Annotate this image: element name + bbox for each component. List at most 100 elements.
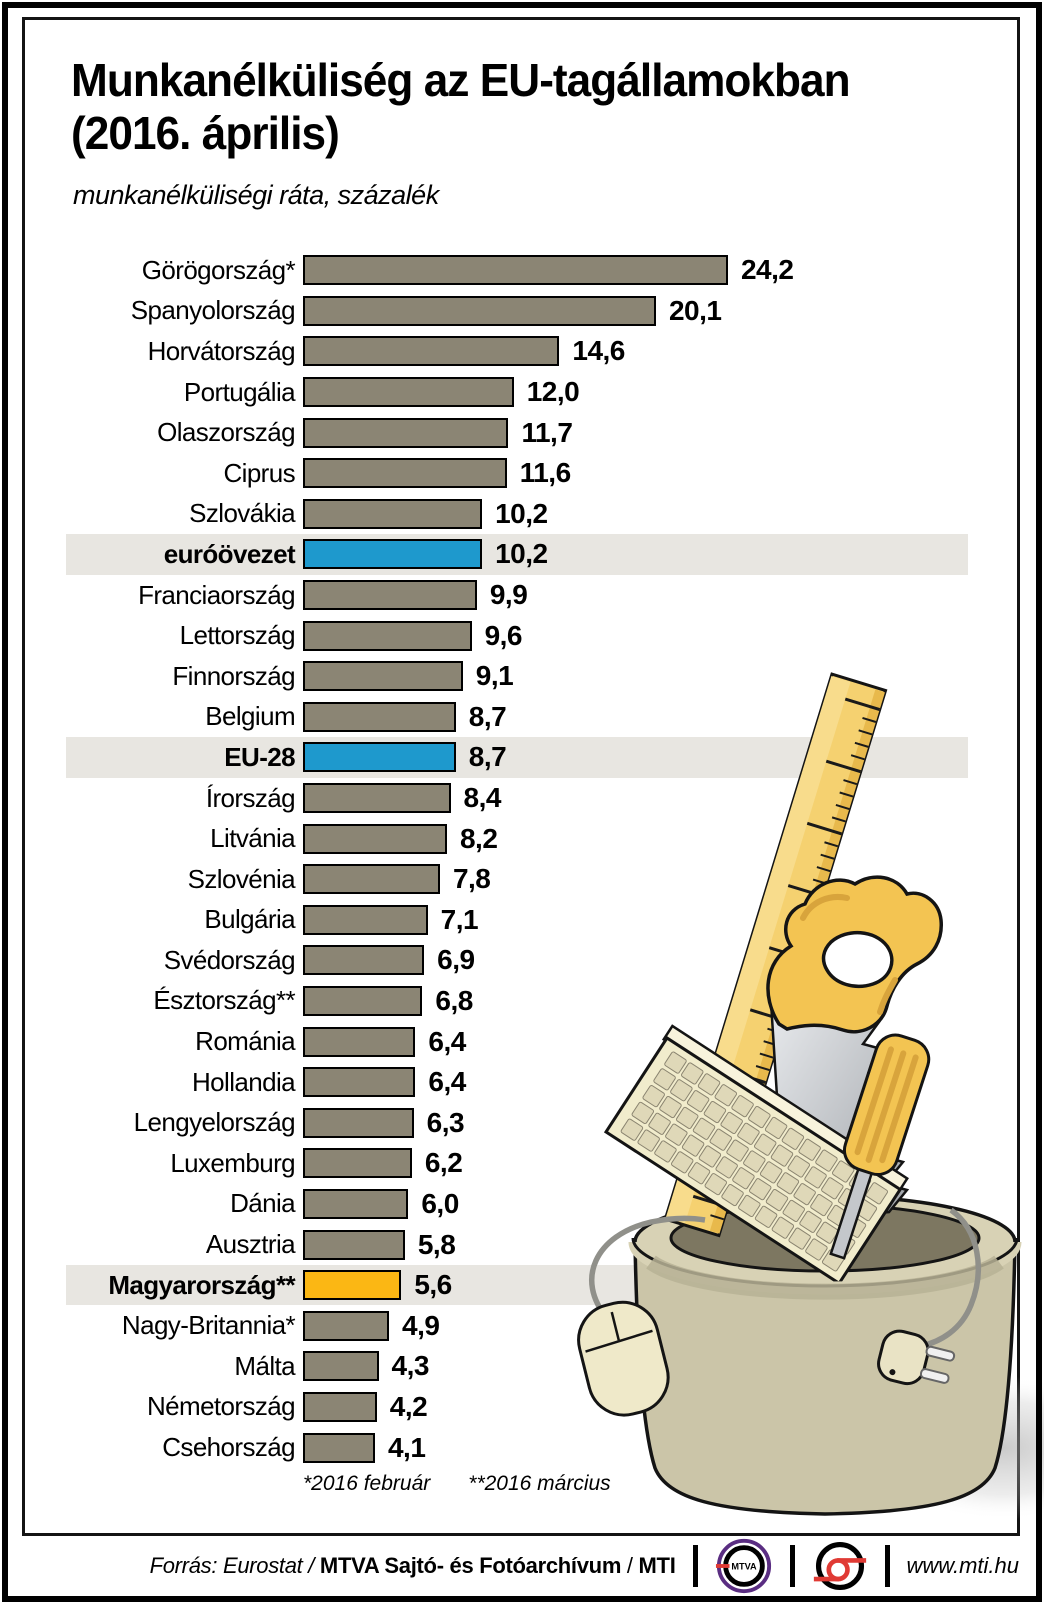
chart-row: Ausztria 5,8 — [25, 1224, 1017, 1265]
country-label: Magyarország** — [108, 1269, 295, 1300]
chart-row: Portugália 12,0 — [25, 372, 1017, 413]
value-label: 24,2 — [740, 254, 794, 286]
chart-row: Spanyolország 20,1 — [25, 291, 1017, 332]
chart-row: Franciaország 9,9 — [25, 575, 1017, 616]
value-label: 6,8 — [435, 984, 473, 1016]
title-line-1: Munkanélküliség az EU-tagállamokban — [71, 54, 851, 106]
value-label: 6,4 — [428, 1066, 466, 1098]
country-label: Észtország** — [153, 985, 295, 1016]
value-label: 8,7 — [468, 741, 507, 773]
bar — [303, 1229, 405, 1260]
bar — [303, 1391, 377, 1422]
value-label: 10,2 — [495, 497, 548, 529]
country-label: Lengyelország — [133, 1107, 296, 1138]
chart-row: Nagy-Britannia* 4,9 — [25, 1305, 1017, 1346]
chart-rows: Görögország* 24,2 Spanyolország 20,1 Horváto… — [25, 250, 1017, 1468]
highlight-band — [66, 534, 968, 575]
mouse-icon — [577, 1215, 706, 1417]
value-label: 5,6 — [414, 1269, 452, 1301]
bar — [303, 1026, 416, 1057]
value-label: 4,3 — [391, 1350, 430, 1382]
bar — [303, 1067, 416, 1098]
chart-row: euróövezet 10,2 — [25, 534, 1017, 575]
bar — [303, 417, 509, 448]
chart-row: Csehország 4,1 — [25, 1427, 1017, 1468]
country-label: euróövezet — [163, 538, 296, 569]
footnote-march: **2016 március — [468, 1472, 611, 1495]
bar — [303, 1107, 414, 1138]
value-label: 14,6 — [572, 335, 625, 367]
value-label: 8,2 — [459, 822, 498, 854]
country-label: Görögország* — [141, 254, 296, 285]
value-label: 10,2 — [495, 538, 548, 570]
bar — [303, 255, 728, 286]
bar — [303, 1148, 412, 1179]
country-label: Szlovákia — [189, 498, 295, 529]
footnote-february: *2016 február — [303, 1472, 431, 1495]
value-label: 6,0 — [421, 1187, 459, 1219]
bar — [303, 295, 656, 326]
country-label: Luxemburg — [170, 1147, 295, 1178]
bar — [303, 783, 451, 814]
country-label: Belgium — [205, 701, 295, 732]
bar — [303, 336, 560, 367]
country-label: Németország — [146, 1391, 296, 1422]
value-label: 7,1 — [440, 903, 479, 935]
bar — [303, 377, 514, 408]
country-label: Olaszország — [157, 417, 296, 448]
country-label: Lettország — [179, 620, 296, 651]
country-label: Hollandia — [191, 1066, 296, 1097]
value-label: 12,0 — [526, 376, 580, 408]
value-label: 4,1 — [387, 1431, 426, 1463]
value-label: 6,4 — [428, 1025, 466, 1057]
country-label: Litvánia — [210, 823, 295, 854]
country-label: Spanyolország — [130, 295, 296, 326]
bar — [303, 1351, 379, 1382]
source-agency: MTI — [638, 1553, 676, 1578]
country-label: Csehország — [162, 1432, 295, 1463]
bar — [303, 1188, 409, 1219]
page-title: Munkanélküliség az EU-tagállamokban (201… — [71, 54, 851, 160]
chart-row: Dánia 6,0 — [25, 1184, 1017, 1225]
chart-row: Románia 6,4 — [25, 1021, 1017, 1062]
value-label: 4,9 — [402, 1309, 440, 1341]
screwdriver-icon — [829, 1033, 931, 1260]
country-label: Ausztria — [205, 1229, 296, 1260]
footer-divider — [884, 1545, 890, 1587]
bar — [303, 661, 463, 692]
chart-row: Finnország 9,1 — [25, 656, 1017, 697]
source-text: Forrás: Eurostat / MTVA Sajtó- és Fotóar… — [150, 1553, 676, 1579]
footer: Forrás: Eurostat / MTVA Sajtó- és Fotóar… — [25, 1538, 1019, 1594]
country-label: EU-28 — [224, 741, 295, 772]
bar — [303, 904, 428, 935]
chart-panel: Munkanélküliség az EU-tagállamokban (201… — [22, 17, 1044, 1536]
country-label: Ciprus — [223, 457, 295, 488]
saw-handle-icon — [766, 875, 943, 1034]
bar — [303, 985, 423, 1016]
chart-row: Bulgária 7,1 — [25, 900, 1017, 941]
chart-row: Görögország* 24,2 — [25, 250, 1017, 291]
bar — [303, 498, 483, 529]
bar — [303, 864, 440, 895]
country-label: Finnország — [172, 660, 295, 691]
chart-row: Lengyelország 6,3 — [25, 1102, 1017, 1143]
value-label: 9,6 — [484, 619, 523, 651]
bar — [303, 1432, 375, 1463]
country-label: Franciaország — [138, 579, 296, 610]
chart-row: Belgium 8,7 — [25, 697, 1017, 738]
bar — [303, 823, 447, 854]
power-plug-icon — [877, 1207, 981, 1386]
bar — [303, 1310, 390, 1341]
value-label: 6,3 — [426, 1106, 465, 1138]
country-label: Bulgária — [204, 904, 295, 935]
chart-row: Észtország** 6,8 — [25, 981, 1017, 1022]
value-label: 8,4 — [463, 782, 502, 814]
source-org: MTVA Sajtó- és Fotóarchívum — [319, 1553, 622, 1578]
value-label: 6,2 — [424, 1147, 463, 1179]
footer-divider — [789, 1545, 795, 1587]
mtva-logo: MTVA — [715, 1538, 771, 1594]
country-label: Románia — [195, 1026, 295, 1057]
bar — [303, 620, 472, 651]
bar — [303, 945, 425, 976]
